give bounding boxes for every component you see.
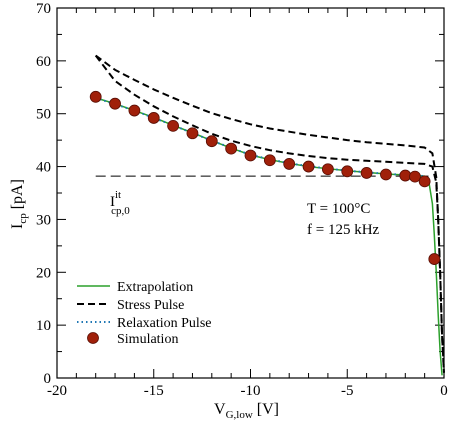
x-tick-label: -15 — [144, 383, 164, 399]
y-axis-title-main: I — [9, 224, 26, 229]
x-axis-title-sub: G,low — [226, 409, 253, 421]
simulation-point — [89, 90, 102, 103]
x-tick-label: -10 — [241, 383, 261, 399]
y-tick-label: 20 — [36, 265, 51, 281]
legend-label-relaxation: Relaxation Pulse — [117, 316, 212, 331]
simulation-point — [109, 97, 121, 110]
simulation-point — [409, 170, 421, 183]
y-tick-label: 70 — [36, 1, 51, 17]
simulation-point — [205, 135, 218, 148]
condition-temperature: T = 100°C — [307, 201, 370, 217]
simulation-point — [341, 165, 354, 178]
y-axis-title-sub: cp — [17, 213, 29, 224]
simulation-markers — [89, 90, 441, 265]
y-tick-label: 30 — [36, 212, 51, 228]
simulation-point — [283, 158, 296, 170]
x-axis-title: VG,low [V] — [214, 401, 279, 421]
legend: Extrapolation Stress Pulse Relaxation Pu… — [77, 280, 212, 347]
icp-annotation: Iit cp,0 — [110, 189, 130, 217]
simulation-point — [360, 167, 373, 179]
x-axis-title-unit: [V] — [253, 401, 279, 418]
y-tick-label: 50 — [36, 107, 51, 123]
y-tick-label: 10 — [36, 318, 51, 334]
simulation-point — [302, 160, 315, 173]
condition-frequency: f = 125 kHz — [307, 222, 380, 238]
simulation-point — [380, 168, 392, 181]
icp-sup: it — [115, 189, 121, 201]
simulation-point — [244, 149, 257, 162]
y-tick-label: 60 — [36, 54, 51, 70]
simulation-point — [428, 253, 441, 265]
simulation-point — [128, 104, 141, 117]
y-tick-label: 40 — [36, 160, 51, 176]
x-tick-label: -20 — [47, 383, 67, 399]
stress-pulse-line-1 — [95, 54, 445, 373]
icp-sub: cp,0 — [111, 205, 130, 217]
axis-ticks — [56, 7, 445, 379]
legend-label-extrapolation: Extrapolation — [117, 280, 193, 295]
simulation-point — [321, 163, 334, 176]
icp-main: I — [110, 194, 115, 210]
y-axis-title: Icp [pA] — [9, 179, 29, 229]
axis-tick-labels: -20 -15 -10 -5 0 0 10 20 30 40 50 60 70 — [36, 1, 448, 399]
x-tick-label: 0 — [440, 383, 448, 399]
y-tick-label: 0 — [44, 371, 52, 387]
simulation-point — [225, 142, 238, 155]
simulation-point — [186, 127, 199, 140]
simulation-point — [399, 169, 412, 182]
simulation-point — [418, 175, 431, 188]
simulation-point — [147, 112, 160, 124]
y-axis-title-unit: [pA] — [9, 179, 26, 213]
legend-swatch-simulation — [87, 332, 99, 344]
x-axis-title-main: V — [214, 401, 226, 418]
x-tick-label: -5 — [341, 383, 354, 399]
stress-pulse-line-2 — [94, 54, 445, 373]
relaxation-pulse-line — [95, 96, 430, 181]
simulation-point — [167, 119, 180, 132]
legend-label-simulation: Simulation — [117, 332, 178, 347]
legend-label-stress: Stress Pulse — [117, 298, 184, 313]
simulation-point — [263, 154, 276, 167]
